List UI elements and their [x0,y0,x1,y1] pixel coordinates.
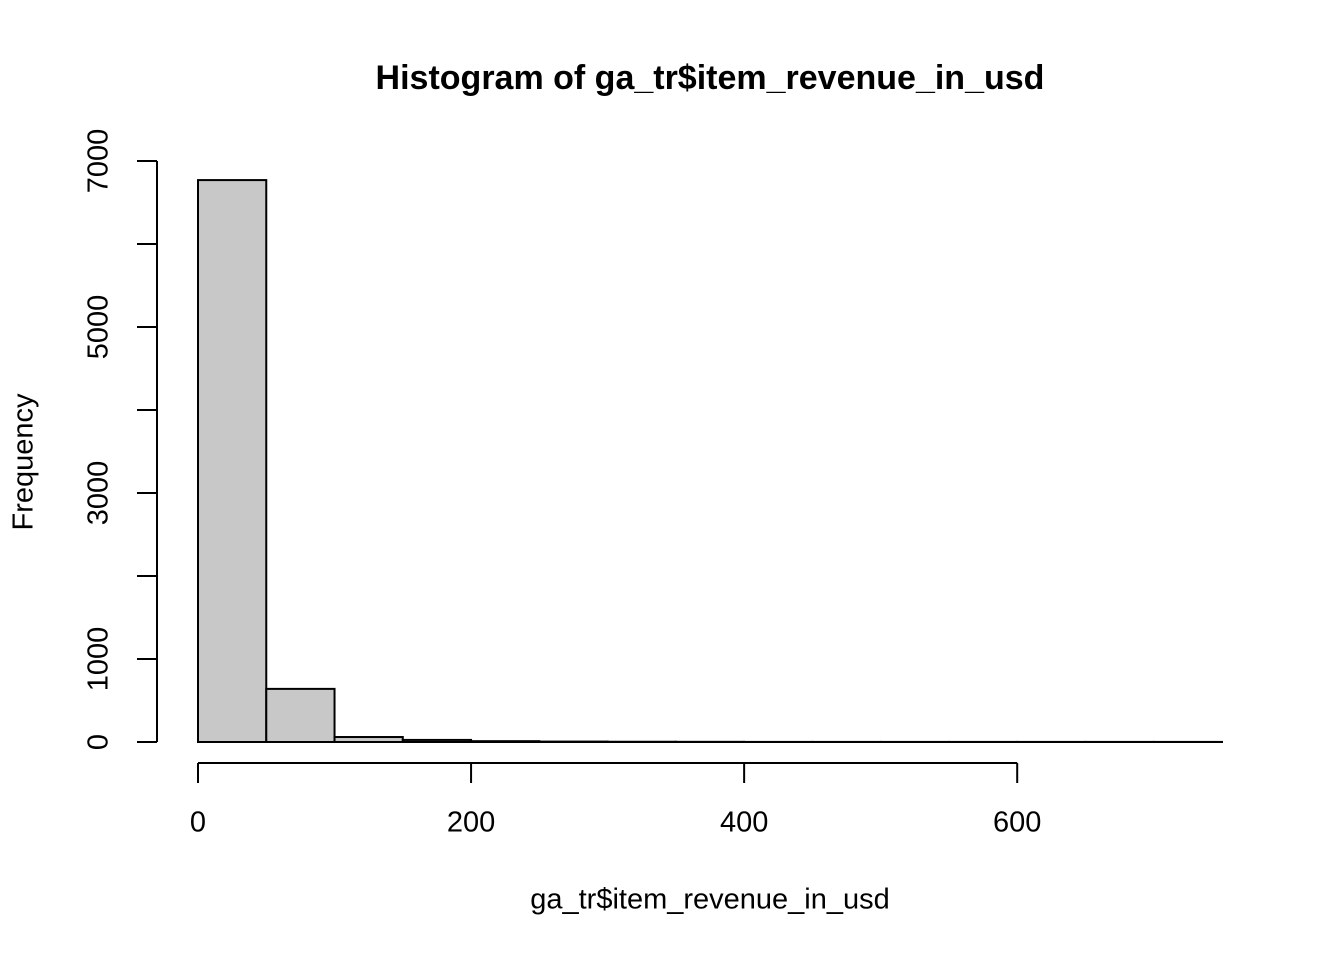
bar [265,687,336,744]
x-tick-label: 600 [993,807,1041,839]
y-tick-label: 5000 [83,295,115,360]
x-axis-label: ga_tr$item_revenue_in_usd [530,884,890,916]
bar [197,179,268,743]
chart-title: Histogram of ga_tr$item_revenue_in_usd [376,59,1045,97]
bar [401,738,473,743]
y-tick-label: 3000 [83,461,115,526]
x-tick-label: 0 [190,807,206,839]
y-axis-label: Frequency [8,393,40,531]
bar [470,740,541,743]
y-tick-label: 1000 [83,627,115,692]
y-tick-label: 0 [83,734,115,750]
y-tick-label: 7000 [83,129,115,194]
x-tick-label: 200 [447,807,495,839]
x-tick-label: 400 [720,807,768,839]
bar [333,736,404,744]
